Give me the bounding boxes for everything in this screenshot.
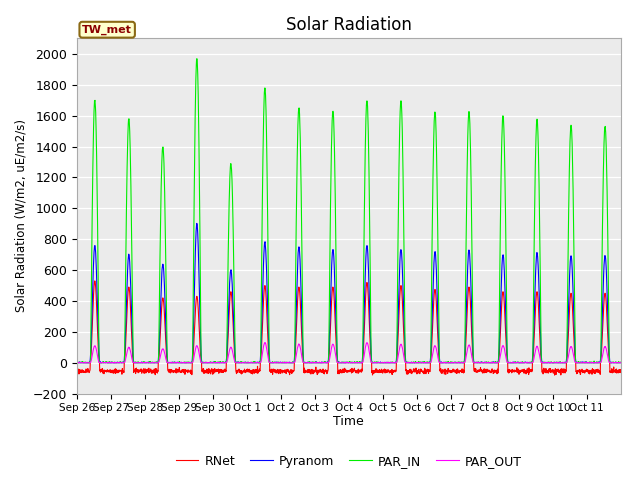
PAR_IN — [193, 56, 200, 61]
X-axis label: Time: Time — [333, 415, 364, 428]
Title: Solar Radiation: Solar Radiation — [286, 16, 412, 34]
RNet — [551, 372, 559, 378]
PAR_IN — [127, 214, 135, 220]
Pyranom — [73, 360, 81, 366]
PAR_IN — [617, 360, 625, 366]
PAR_OUT — [617, 360, 625, 366]
Pyranom — [245, 360, 253, 366]
Line: RNet: RNet — [77, 281, 621, 375]
PAR_IN — [245, 360, 253, 365]
Pyranom — [382, 360, 390, 365]
Text: TW_met: TW_met — [82, 24, 132, 35]
PAR_OUT — [543, 360, 551, 366]
PAR_OUT — [73, 360, 81, 366]
PAR_OUT — [244, 360, 252, 366]
PAR_IN — [73, 359, 81, 365]
RNet — [245, 368, 253, 373]
Pyranom — [73, 360, 81, 365]
RNet — [543, 369, 551, 374]
RNet — [73, 366, 81, 372]
RNet — [127, 325, 135, 331]
PAR_OUT — [127, 351, 135, 357]
PAR_OUT — [609, 360, 617, 366]
Pyranom — [513, 360, 521, 365]
PAR_IN — [74, 360, 81, 366]
Pyranom — [193, 220, 200, 226]
Pyranom — [127, 305, 135, 311]
Pyranom — [544, 360, 552, 365]
Line: PAR_IN: PAR_IN — [77, 59, 621, 363]
RNet — [610, 368, 618, 374]
PAR_IN — [513, 360, 521, 366]
Pyranom — [610, 360, 618, 366]
PAR_OUT — [261, 340, 269, 346]
Legend: RNet, Pyranom, PAR_IN, PAR_OUT: RNet, Pyranom, PAR_IN, PAR_OUT — [171, 450, 527, 473]
RNet — [513, 369, 520, 374]
Line: PAR_OUT: PAR_OUT — [77, 343, 621, 363]
RNet — [91, 278, 99, 284]
PAR_OUT — [381, 360, 389, 366]
PAR_IN — [544, 360, 552, 366]
PAR_IN — [610, 359, 618, 365]
Y-axis label: Solar Radiation (W/m2, uE/m2/s): Solar Radiation (W/m2, uE/m2/s) — [14, 120, 27, 312]
RNet — [381, 368, 389, 373]
Pyranom — [617, 360, 625, 365]
PAR_IN — [382, 360, 390, 365]
Line: Pyranom: Pyranom — [77, 223, 621, 363]
PAR_OUT — [513, 360, 520, 365]
RNet — [617, 367, 625, 373]
